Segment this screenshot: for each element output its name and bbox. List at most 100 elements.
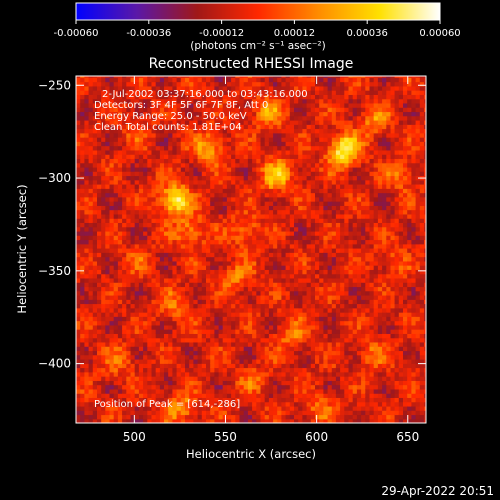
heatmap-pixel <box>285 299 291 305</box>
heatmap-pixel <box>189 235 194 241</box>
heatmap-pixel <box>235 380 241 386</box>
heatmap-pixel <box>113 145 119 151</box>
heatmap-pixel <box>201 376 207 381</box>
heatmap-pixel <box>247 230 253 236</box>
heatmap-pixel <box>147 312 153 317</box>
heatmap-pixel <box>155 282 161 288</box>
heatmap-pixel <box>247 188 253 194</box>
heatmap-pixel <box>109 102 115 108</box>
heatmap-pixel <box>113 363 119 369</box>
heatmap-pixel <box>126 201 132 206</box>
heatmap-pixel <box>109 209 115 215</box>
heatmap-pixel <box>310 76 316 78</box>
heatmap-pixel <box>189 414 194 420</box>
heatmap-pixel <box>298 324 303 330</box>
heatmap-pixel <box>117 329 123 334</box>
heatmap-pixel <box>294 329 299 334</box>
heatmap-pixel <box>147 286 153 292</box>
heatmap-pixel <box>294 410 299 416</box>
heatmap-pixel <box>226 90 232 95</box>
heatmap-pixel <box>222 367 228 373</box>
heatmap-pixel <box>109 324 115 330</box>
heatmap-pixel <box>222 248 228 253</box>
heatmap-pixel <box>197 184 203 189</box>
heatmap-pixel <box>88 132 94 138</box>
heatmap-pixel <box>277 410 282 416</box>
heatmap-pixel <box>197 393 203 398</box>
heatmap-pixel <box>306 320 312 326</box>
heatmap-pixel <box>289 350 295 356</box>
heatmap-pixel <box>302 299 308 305</box>
heatmap-pixel <box>206 320 211 326</box>
heatmap-pixel <box>189 333 194 339</box>
heatmap-pixel <box>155 401 161 407</box>
heatmap-pixel <box>302 124 308 130</box>
heatmap-pixel <box>289 226 295 232</box>
heatmap-pixel <box>247 295 253 300</box>
heatmap-pixel <box>206 85 211 91</box>
heatmap-pixel <box>76 85 81 91</box>
heatmap-pixel <box>310 384 316 390</box>
heatmap-pixel <box>264 248 270 253</box>
heatmap-pixel <box>126 184 132 189</box>
heatmap-pixel <box>226 307 232 313</box>
heatmap-pixel <box>185 145 190 151</box>
heatmap-pixel <box>235 230 241 236</box>
heatmap-pixel <box>294 175 299 181</box>
heatmap-pixel <box>243 213 249 219</box>
heatmap-pixel <box>76 410 81 416</box>
heatmap-pixel <box>285 184 291 189</box>
heatmap-pixel <box>84 77 90 83</box>
heatmap-pixel <box>122 333 127 339</box>
heatmap-pixel <box>185 184 190 189</box>
heatmap-pixel <box>243 76 249 78</box>
heatmap-pixel <box>130 196 136 202</box>
heatmap-pixel <box>126 77 132 83</box>
heatmap-pixel <box>289 388 295 394</box>
heatmap-pixel <box>109 265 115 270</box>
heatmap-pixel <box>256 401 262 407</box>
heatmap-pixel <box>92 269 98 275</box>
heatmap-pixel <box>97 184 102 189</box>
heatmap-pixel <box>214 320 220 326</box>
heatmap-pixel <box>319 248 324 253</box>
heatmap-pixel <box>319 154 324 159</box>
heatmap-pixel <box>185 154 190 159</box>
heatmap-pixel <box>289 132 295 138</box>
heatmap-pixel <box>285 384 291 390</box>
heatmap-pixel <box>281 128 287 134</box>
heatmap-pixel <box>315 290 320 296</box>
heatmap-pixel <box>172 243 178 249</box>
heatmap-pixel <box>264 111 270 117</box>
heatmap-pixel <box>88 248 94 253</box>
heatmap-pixel <box>285 393 291 398</box>
heatmap-pixel <box>117 337 123 343</box>
heatmap-pixel <box>168 286 173 292</box>
heatmap-pixel <box>176 265 182 270</box>
heatmap-pixel <box>281 141 287 147</box>
heatmap-pixel <box>289 333 295 339</box>
heatmap-pixel <box>189 145 194 151</box>
heatmap-pixel <box>302 239 308 245</box>
heatmap-pixel <box>172 295 178 300</box>
heatmap-pixel <box>218 120 224 125</box>
heatmap-pixel <box>76 98 81 104</box>
heatmap-pixel <box>273 98 278 104</box>
heatmap-pixel <box>122 346 127 352</box>
heatmap-pixel <box>226 418 232 423</box>
heatmap-pixel <box>138 154 144 159</box>
heatmap-pixel <box>327 376 333 381</box>
heatmap-pixel <box>155 265 161 270</box>
heatmap-pixel <box>231 171 236 177</box>
heatmap-pixel <box>210 312 215 317</box>
heatmap-pixel <box>193 393 199 398</box>
heatmap-pixel <box>197 359 203 364</box>
heatmap-pixel <box>201 380 207 386</box>
heatmap-pixel <box>206 273 211 279</box>
heatmap-pixel <box>315 418 320 423</box>
heatmap-pixel <box>319 388 324 394</box>
heatmap-pixel <box>134 333 140 339</box>
heatmap-pixel <box>122 76 127 78</box>
heatmap-pixel <box>155 333 161 339</box>
heatmap-pixel <box>319 145 324 151</box>
